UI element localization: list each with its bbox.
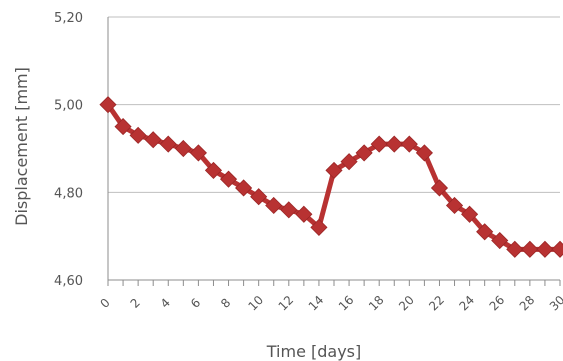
data-point-marker	[114, 118, 132, 136]
axes	[107, 17, 561, 286]
x-tick-label: 8	[218, 296, 233, 311]
data-point-marker	[310, 218, 328, 236]
x-tick-label: 12	[276, 293, 297, 314]
y-tick-label: 5,20	[54, 11, 83, 26]
data-point-marker	[99, 96, 117, 114]
y-tick-label: 4,80	[54, 186, 83, 201]
data-point-marker	[174, 139, 192, 158]
data-point-marker	[325, 161, 343, 179]
x-tick-label: 20	[396, 293, 417, 314]
x-tick-label: 18	[366, 293, 387, 314]
data-point-marker	[355, 144, 373, 162]
x-tick-label: 6	[188, 296, 203, 311]
data-point-marker	[461, 205, 479, 223]
y-tick-label: 5,00	[54, 99, 83, 114]
data-point-marker	[340, 153, 358, 171]
y-tick-label: 4,60	[54, 274, 83, 289]
data-point-marker	[415, 144, 433, 162]
x-axis-title: Time [days]	[266, 342, 362, 361]
x-tick-label: 4	[158, 296, 173, 311]
data-point-marker	[536, 240, 554, 258]
data-point-marker	[295, 205, 313, 223]
data-point-marker	[400, 135, 418, 153]
data-point-marker	[129, 126, 147, 144]
x-tick-label: 16	[336, 293, 357, 314]
x-tick-label: 24	[456, 293, 477, 314]
data-point-marker	[144, 131, 162, 149]
data-point-marker	[159, 135, 177, 153]
gridlines	[108, 16, 560, 193]
data-point-marker	[370, 135, 388, 153]
series-layer	[99, 96, 563, 258]
data-point-marker	[219, 170, 238, 188]
data-point-marker	[476, 223, 494, 241]
data-point-marker	[551, 240, 563, 258]
x-tick-label: 28	[517, 293, 538, 314]
x-tick-label: 0	[98, 296, 113, 311]
x-tick-label: 14	[306, 293, 327, 314]
data-point-marker	[521, 240, 539, 258]
data-point-marker	[235, 179, 253, 197]
data-point-marker	[385, 135, 403, 153]
data-point-marker	[250, 188, 268, 206]
data-point-marker	[491, 231, 509, 250]
data-point-marker	[445, 196, 464, 215]
x-tick-label: 22	[426, 293, 447, 314]
y-axis-title: Displacement [mm]	[12, 67, 31, 226]
x-tick-label: 10	[245, 293, 266, 314]
data-point-marker	[430, 179, 449, 197]
x-tick-label: 30	[547, 293, 563, 314]
x-tick-label: 26	[487, 293, 508, 314]
data-point-marker	[265, 196, 283, 215]
data-point-marker	[506, 240, 524, 258]
tick-labels: 4,604,805,005,200 2 4 6 8 10 12 14 16 18 20 22 24 26 2…	[54, 11, 563, 314]
data-point-marker	[280, 201, 298, 219]
x-tick-label: 2	[128, 296, 143, 311]
data-point-marker	[204, 161, 223, 179]
data-point-marker	[189, 144, 207, 162]
